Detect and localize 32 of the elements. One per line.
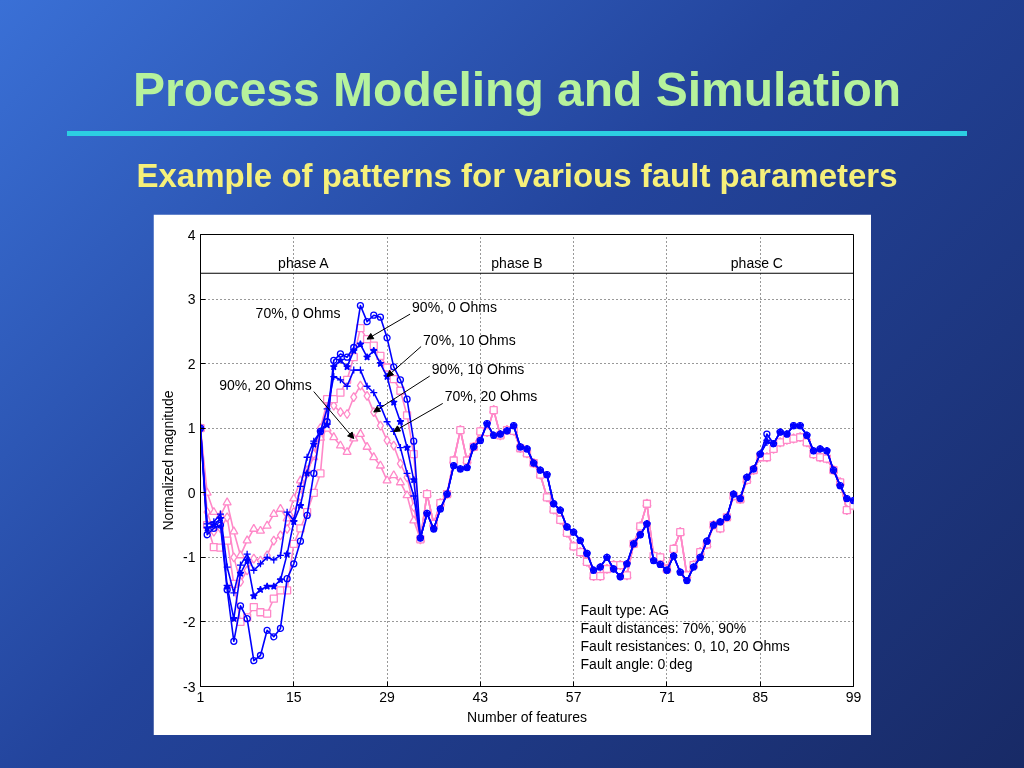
x-tick-label: 99 xyxy=(845,688,862,705)
x-tick-label: 15 xyxy=(286,688,302,705)
annotation: 70%, 10 Ohms xyxy=(423,331,516,348)
y-tick-label: 4 xyxy=(187,226,196,243)
x-tick-label: 43 xyxy=(472,688,489,705)
y-axis-title: Normalized magnitude xyxy=(160,390,177,531)
annotation: phase B xyxy=(491,255,543,272)
y-tick-label: 3 xyxy=(187,291,196,308)
chart-subtitle: Example of patterns for various fault parameters xyxy=(135,156,899,196)
y-tick-label: 2 xyxy=(187,355,196,372)
annotation: phase C xyxy=(730,255,783,272)
annotation: 90%, 0 Ohms xyxy=(412,299,497,316)
annotation: Fault resistances: 0, 10, 20 Ohms xyxy=(580,638,790,655)
x-tick-label: 29 xyxy=(379,688,396,705)
y-tick-label: -1 xyxy=(183,549,196,566)
y-tick-label: -2 xyxy=(183,613,196,630)
annotation: 90%, 20 Ohms xyxy=(219,376,312,393)
x-axis-title: Number of features xyxy=(467,708,587,725)
annotation: phase A xyxy=(278,255,330,272)
annotation: Fault angle: 0 deg xyxy=(580,656,693,673)
annotation: Fault type: AG xyxy=(580,601,670,618)
chart-title: Process Modeling and Simulation xyxy=(131,62,903,118)
x-tick-label: 71 xyxy=(659,688,675,705)
y-tick-label: 0 xyxy=(187,484,196,501)
annotation: 90%, 10 Ohms xyxy=(431,361,525,378)
annotation: 70%, 0 Ohms xyxy=(255,304,341,321)
x-tick-label: 57 xyxy=(565,688,582,705)
annotation: 70%, 20 Ohms xyxy=(444,388,538,405)
x-tick-label: 85 xyxy=(752,688,769,705)
annotation: Fault distances: 70%, 90% xyxy=(580,619,747,636)
y-tick-label: 1 xyxy=(187,420,196,437)
y-tick-label: -3 xyxy=(183,678,196,695)
